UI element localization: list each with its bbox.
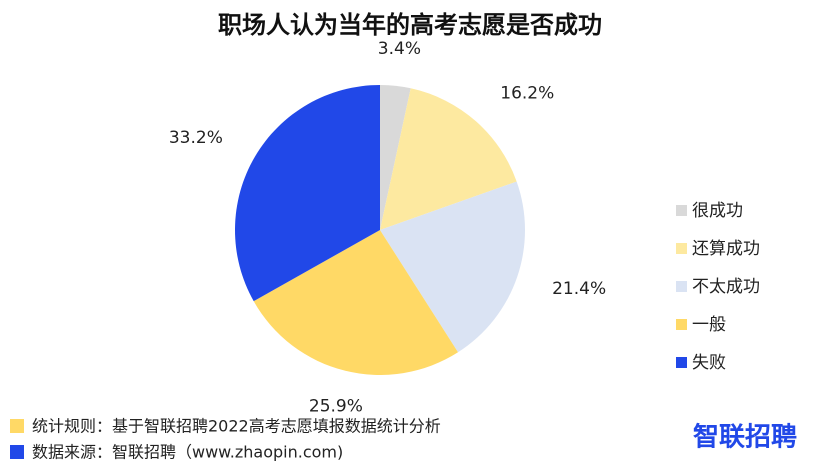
legend-label: 失败 bbox=[692, 353, 726, 373]
legend-label: 一般 bbox=[692, 315, 726, 335]
footer-icon bbox=[10, 445, 24, 459]
legend-label: 还算成功 bbox=[692, 239, 760, 259]
data-label: 3.4% bbox=[378, 39, 421, 59]
legend-swatch bbox=[676, 357, 687, 368]
footer-rule: 统计规则：基于智联招聘2022高考志愿填报数据统计分析 bbox=[32, 417, 441, 436]
legend-swatch bbox=[676, 281, 687, 292]
data-label: 16.2% bbox=[500, 83, 554, 103]
legend-swatch bbox=[676, 243, 687, 254]
legend-swatch bbox=[676, 319, 687, 330]
footer-icon bbox=[10, 419, 24, 433]
legend-label: 不太成功 bbox=[692, 277, 760, 297]
pie-slice bbox=[380, 85, 411, 230]
footer-source: 数据来源：智联招聘（www.zhaopin.com) bbox=[32, 443, 343, 462]
pie-slice bbox=[234, 85, 380, 302]
pie-slice bbox=[380, 181, 525, 353]
chart-title: 职场人认为当年的高考志愿是否成功 bbox=[218, 11, 602, 39]
legend-label: 很成功 bbox=[692, 201, 743, 221]
data-label: 21.4% bbox=[552, 279, 606, 299]
data-label: 33.2% bbox=[169, 128, 223, 148]
pie-slice bbox=[380, 88, 517, 230]
legend-swatch bbox=[676, 205, 687, 216]
pie-slice bbox=[253, 230, 459, 375]
logo: 智联招聘 bbox=[693, 423, 797, 453]
data-label: 25.9% bbox=[309, 397, 363, 417]
